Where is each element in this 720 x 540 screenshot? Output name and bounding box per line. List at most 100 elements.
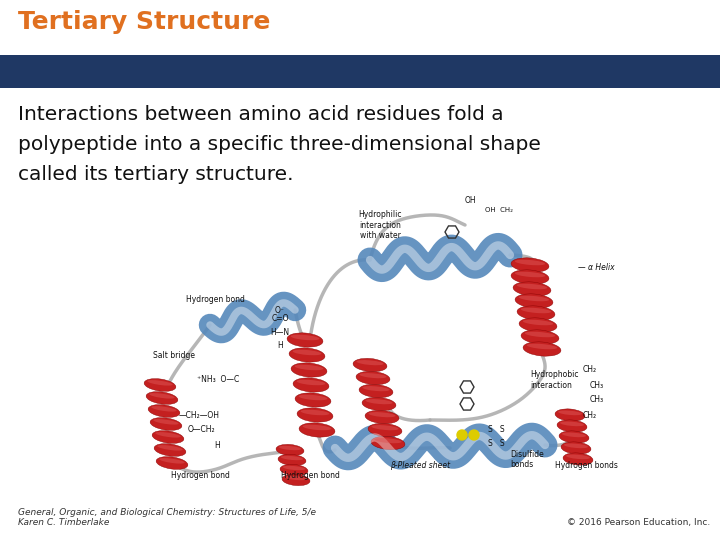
Text: Disulfide
bonds: Disulfide bonds bbox=[510, 450, 544, 469]
Ellipse shape bbox=[150, 417, 182, 430]
Ellipse shape bbox=[566, 455, 590, 459]
Ellipse shape bbox=[561, 442, 591, 454]
Ellipse shape bbox=[292, 350, 321, 355]
Bar bbox=[0, 55, 720, 88]
Ellipse shape bbox=[365, 410, 399, 424]
Text: O—CH₂: O—CH₂ bbox=[187, 426, 215, 435]
Ellipse shape bbox=[359, 373, 387, 378]
Text: β-Pleated sheet: β-Pleated sheet bbox=[390, 461, 450, 469]
Ellipse shape bbox=[356, 372, 390, 384]
Ellipse shape bbox=[362, 397, 396, 410]
Text: Tertiary Structure: Tertiary Structure bbox=[18, 10, 271, 34]
Ellipse shape bbox=[148, 404, 180, 417]
Ellipse shape bbox=[299, 395, 328, 400]
Ellipse shape bbox=[153, 419, 179, 424]
Ellipse shape bbox=[519, 296, 549, 301]
Text: Salt bridge: Salt bridge bbox=[153, 350, 195, 360]
Ellipse shape bbox=[525, 332, 555, 338]
Ellipse shape bbox=[278, 454, 306, 465]
Ellipse shape bbox=[302, 425, 331, 430]
Text: called its tertiary structure.: called its tertiary structure. bbox=[18, 165, 294, 184]
Ellipse shape bbox=[372, 425, 399, 430]
Ellipse shape bbox=[523, 342, 561, 356]
Ellipse shape bbox=[297, 380, 325, 385]
Ellipse shape bbox=[297, 408, 333, 422]
Text: OH: OH bbox=[464, 196, 476, 205]
Text: Hydrogen bonds: Hydrogen bonds bbox=[555, 461, 618, 469]
Ellipse shape bbox=[148, 380, 173, 386]
Ellipse shape bbox=[517, 306, 555, 320]
Ellipse shape bbox=[353, 359, 387, 372]
Text: Hydrophilic
interaction
with water: Hydrophilic interaction with water bbox=[359, 210, 402, 240]
Ellipse shape bbox=[301, 410, 329, 415]
Ellipse shape bbox=[151, 406, 176, 411]
Ellipse shape bbox=[291, 335, 320, 340]
Ellipse shape bbox=[293, 378, 329, 392]
Ellipse shape bbox=[154, 444, 186, 456]
Ellipse shape bbox=[156, 432, 181, 437]
Text: Interactions between amino acid residues fold a: Interactions between amino acid residues… bbox=[18, 105, 503, 124]
Circle shape bbox=[469, 430, 479, 440]
Text: H: H bbox=[215, 441, 220, 449]
Ellipse shape bbox=[517, 284, 547, 289]
Text: CH₃: CH₃ bbox=[590, 381, 604, 389]
Circle shape bbox=[457, 430, 467, 440]
Ellipse shape bbox=[515, 260, 545, 265]
Ellipse shape bbox=[563, 453, 593, 465]
Ellipse shape bbox=[276, 444, 304, 456]
Ellipse shape bbox=[158, 445, 183, 450]
Text: Hydrogen bond: Hydrogen bond bbox=[171, 470, 230, 480]
Ellipse shape bbox=[366, 399, 392, 404]
Ellipse shape bbox=[294, 364, 323, 370]
Text: General, Organic, and Biological Chemistry: Structures of Life, 5/e
Karen C. Tim: General, Organic, and Biological Chemist… bbox=[18, 508, 316, 527]
Ellipse shape bbox=[559, 431, 589, 443]
Ellipse shape bbox=[515, 294, 553, 308]
Ellipse shape bbox=[515, 272, 545, 277]
Text: polypeptide into a specific three-dimensional shape: polypeptide into a specific three-dimens… bbox=[18, 135, 541, 154]
Text: S   S: S S bbox=[488, 426, 505, 435]
Ellipse shape bbox=[152, 431, 184, 443]
Ellipse shape bbox=[156, 457, 188, 469]
Text: Hydrogen bond: Hydrogen bond bbox=[281, 470, 339, 480]
Text: —CH₂—OH: —CH₂—OH bbox=[179, 410, 220, 420]
Text: © 2016 Pearson Education, Inc.: © 2016 Pearson Education, Inc. bbox=[567, 518, 710, 527]
Ellipse shape bbox=[368, 423, 402, 437]
Ellipse shape bbox=[362, 386, 390, 391]
Text: CH₃: CH₃ bbox=[590, 395, 604, 404]
Text: Hydrogen bond: Hydrogen bond bbox=[186, 295, 245, 305]
Ellipse shape bbox=[523, 320, 553, 325]
Ellipse shape bbox=[564, 443, 588, 448]
Text: OH  CH₂: OH CH₂ bbox=[485, 207, 513, 213]
Text: C=O: C=O bbox=[271, 314, 289, 323]
Ellipse shape bbox=[281, 456, 303, 460]
Ellipse shape bbox=[280, 464, 308, 476]
Ellipse shape bbox=[513, 282, 551, 296]
Ellipse shape bbox=[527, 343, 557, 349]
Ellipse shape bbox=[557, 420, 587, 432]
Ellipse shape bbox=[521, 330, 559, 344]
Ellipse shape bbox=[511, 270, 549, 284]
Text: H—N: H—N bbox=[271, 328, 289, 337]
Ellipse shape bbox=[359, 384, 393, 397]
Ellipse shape bbox=[144, 379, 176, 392]
Ellipse shape bbox=[283, 466, 305, 470]
Text: Hydrophobic
interaction: Hydrophobic interaction bbox=[530, 370, 578, 390]
Text: — α Helix: — α Helix bbox=[578, 264, 615, 273]
Ellipse shape bbox=[279, 446, 301, 450]
Text: ⁺NH₃  O—C: ⁺NH₃ O—C bbox=[197, 375, 239, 384]
Ellipse shape bbox=[289, 348, 325, 362]
Ellipse shape bbox=[369, 412, 395, 417]
Ellipse shape bbox=[159, 458, 184, 463]
Ellipse shape bbox=[511, 258, 549, 272]
Ellipse shape bbox=[562, 433, 586, 437]
Ellipse shape bbox=[149, 393, 175, 399]
Text: CH₂: CH₂ bbox=[583, 366, 597, 375]
Ellipse shape bbox=[371, 436, 405, 450]
Ellipse shape bbox=[282, 474, 310, 485]
Ellipse shape bbox=[374, 438, 402, 443]
Text: S   S: S S bbox=[488, 438, 505, 448]
Ellipse shape bbox=[519, 318, 557, 332]
Ellipse shape bbox=[356, 360, 384, 365]
Ellipse shape bbox=[521, 308, 551, 313]
Ellipse shape bbox=[146, 392, 178, 404]
